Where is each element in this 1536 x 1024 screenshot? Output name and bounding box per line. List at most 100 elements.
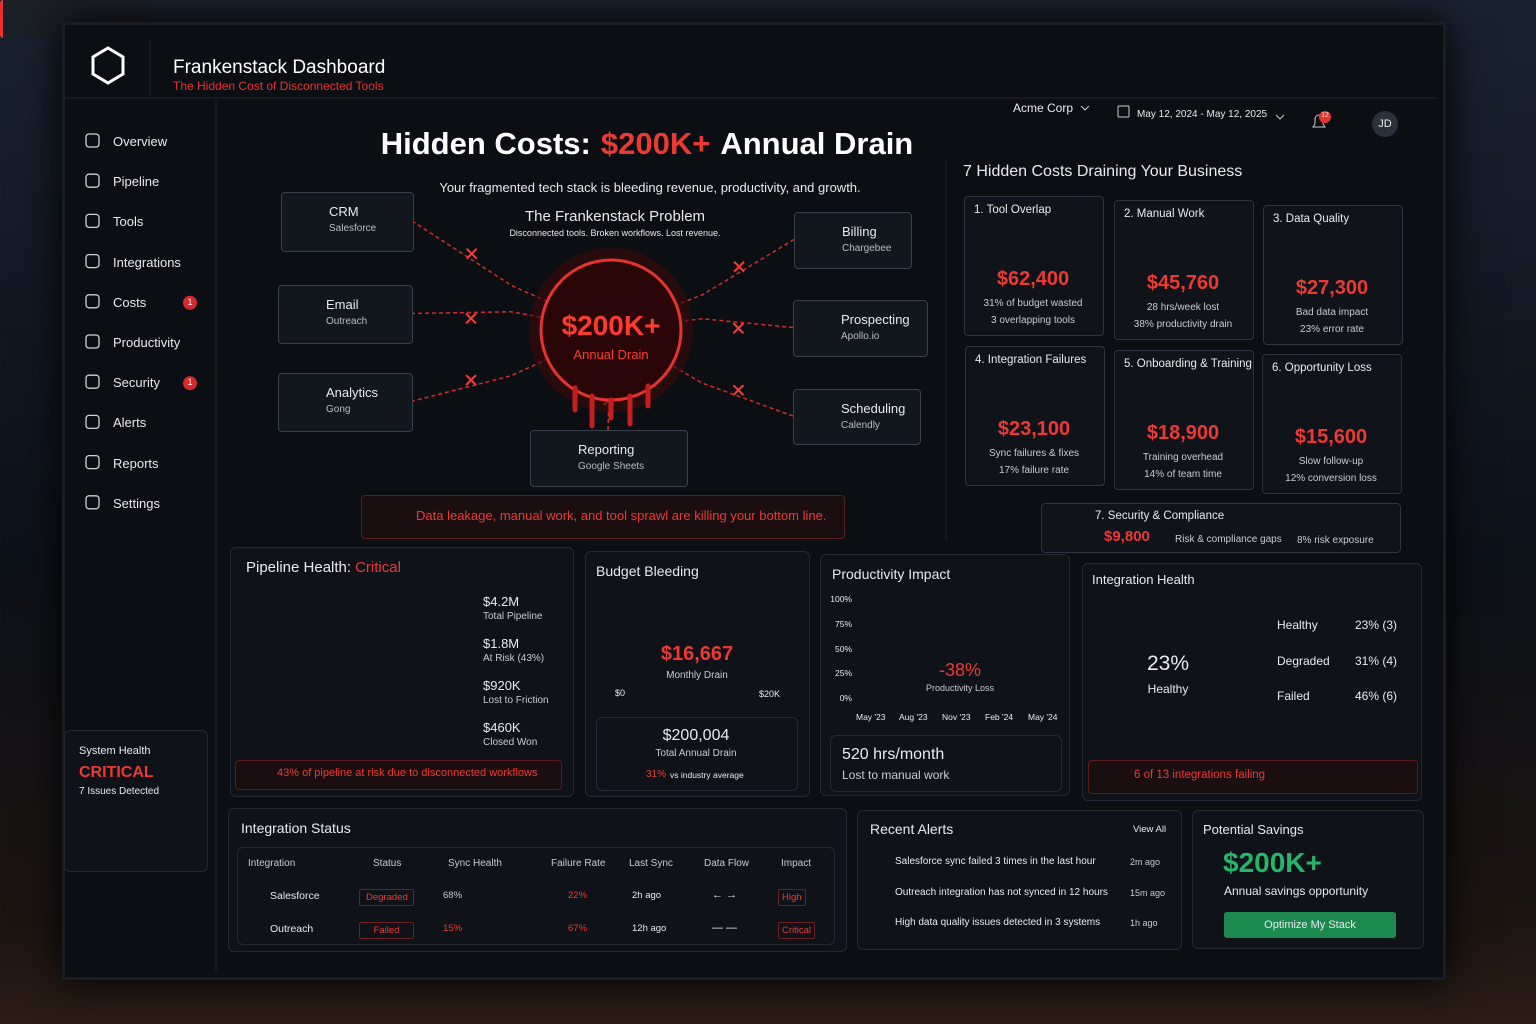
notification-count: 12 [1321, 112, 1329, 119]
nav-item[interactable]: Pipeline [113, 174, 160, 190]
break-mark [465, 247, 478, 260]
alert-time: 1h ago [1130, 918, 1158, 928]
tool-vendor: Outreach [326, 316, 368, 327]
center-label: Annual Drain [573, 347, 649, 362]
table-frame [237, 847, 835, 945]
nav-icon [85, 414, 100, 430]
broken-link [610, 317, 794, 331]
tool-vendor: Calendly [841, 420, 880, 431]
hero-title-part: Annual Drain [720, 126, 914, 161]
nav-item[interactable]: Costs [113, 294, 147, 310]
tool-name: CRM [329, 204, 359, 219]
gauge-max: $20K [759, 689, 781, 699]
nav-item[interactable]: Alerts [113, 415, 147, 431]
hero-warning-text: Data leakage, manual work, and tool spra… [416, 508, 827, 523]
drips [572, 383, 651, 429]
legend-value: 46% (6) [1355, 689, 1398, 703]
nav-item[interactable]: Security [113, 375, 160, 391]
budget-title: Budget Bleeding [596, 563, 699, 579]
view-all-link[interactable]: View All [1133, 824, 1167, 835]
cost-detail: Training overhead [1142, 452, 1224, 463]
tool-node [530, 430, 688, 487]
hours-lost-label: Lost to manual work [842, 768, 950, 782]
tool-node [793, 389, 921, 445]
sync-health-label: 15% [443, 923, 463, 934]
break-mark [732, 322, 745, 334]
cost-detail: 12% conversion loss [1285, 473, 1377, 484]
stage-label: Total Pipeline [483, 611, 543, 622]
nav-item[interactable]: Overview [113, 134, 168, 149]
impact-badge: High [778, 889, 806, 906]
tool-node [278, 373, 413, 432]
gauge-value-label: $16,667 [660, 643, 734, 665]
cost-amount: $15,600 [1294, 426, 1368, 448]
cost-amount: $45,760 [1146, 272, 1220, 294]
nav-item[interactable]: Tools [113, 214, 144, 230]
hero-title-part: $200K+ [600, 126, 711, 161]
nav-icon [85, 253, 100, 269]
nav-item[interactable]: Productivity [113, 335, 181, 350]
broken-link [410, 310, 612, 331]
stage-amount: $920K [483, 678, 521, 693]
nav-item[interactable]: Settings [113, 495, 160, 511]
optimize-button[interactable]: Optimize My Stack [1224, 912, 1396, 938]
donut-center-value: 23% [1146, 652, 1190, 675]
pipeline-warning [235, 760, 562, 790]
pipeline-warning-text: 43% of pipeline at risk due to disconnec… [277, 767, 538, 779]
nav-icon [85, 133, 100, 148]
tool-name: Prospecting [841, 312, 910, 327]
tool-node [281, 192, 414, 252]
alert-text: High data quality issues detected in 3 s… [895, 917, 1101, 928]
data-flow: ← → [712, 889, 738, 901]
y-tick-label: 100% [830, 594, 852, 604]
problem-subtitle: Disconnected tools. Broken workflows. Lo… [509, 228, 721, 238]
column-header: Failure Rate [551, 858, 606, 869]
last-sync: 2h ago [632, 890, 662, 901]
center-value: $200K+ [561, 310, 661, 341]
break-mark [465, 374, 477, 386]
system-health-card [64, 730, 208, 872]
chevron [1080, 105, 1090, 111]
status-badge: Failed [359, 922, 414, 939]
alert-text: Salesforce sync failed 3 times in the la… [895, 856, 1096, 867]
tool-name: Scheduling [841, 401, 906, 416]
legend-value: 31% (4) [1355, 653, 1398, 668]
chevron [1275, 114, 1285, 120]
cost-amount: $18,900 [1146, 422, 1220, 444]
comparison-label: vs industry average [670, 770, 744, 780]
hero-title: Hidden Costs: $200K+ Annual Drain [297, 126, 997, 162]
nav-item[interactable]: Reports [113, 455, 159, 471]
tool-vendor: Apollo.io [841, 331, 880, 342]
total-drain-label: Total Annual Drain [655, 748, 737, 759]
cost-title: 2. Manual Work [1124, 208, 1205, 220]
legend-value: 23% (3) [1355, 618, 1398, 632]
hero-warning [361, 495, 845, 539]
status-badge: Degraded [359, 889, 414, 906]
y-tick-label: 75% [834, 618, 852, 629]
break-mark [732, 384, 745, 396]
cost-card [1263, 205, 1403, 345]
alerts-title: Recent Alerts [870, 821, 954, 837]
donut-center-label: Healthy [1147, 682, 1189, 696]
company-selector[interactable]: Acme Corp [1013, 101, 1074, 115]
stage-label: At Risk (43%) [483, 653, 545, 664]
integration-status-title: Integration Status [241, 820, 351, 836]
break-mark [733, 260, 745, 273]
cost-card [964, 196, 1104, 336]
avatar[interactable]: JD [1372, 111, 1398, 137]
tool-name: Analytics [326, 385, 379, 400]
nav-item[interactable]: Integrations [113, 254, 181, 270]
cost-card [965, 346, 1105, 486]
nav-badge [183, 295, 197, 310]
problem-title: The Frankenstack Problem [524, 208, 706, 225]
productivity-title: Productivity Impact [832, 566, 951, 582]
tool-name: Reporting [578, 442, 635, 457]
cost-amount: $23,100 [997, 418, 1071, 440]
date-range[interactable]: May 12, 2024 - May 12, 2025 [1137, 109, 1268, 120]
cost-detail: 23% error rate [1300, 324, 1364, 335]
cost-title: 4. Integration Failures [975, 354, 1087, 366]
system-health-label: System Health [79, 745, 151, 757]
data-flow: — — [712, 922, 738, 934]
hero-subtitle: Your fragmented tech stack is bleeding r… [439, 180, 861, 195]
